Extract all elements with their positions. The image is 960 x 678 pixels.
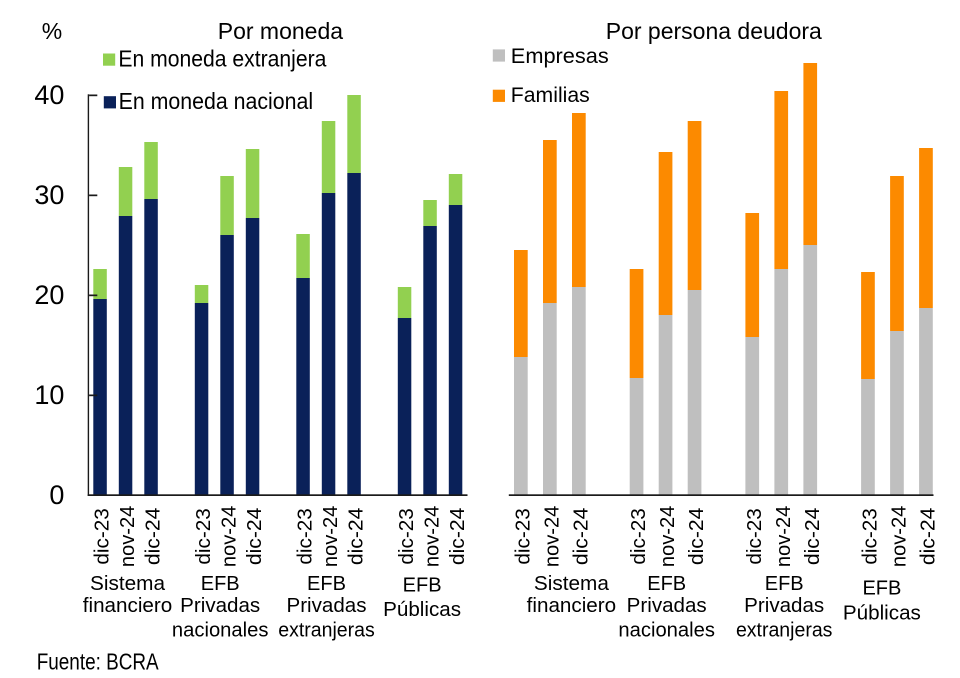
svg-text:dic-24: dic-24 (570, 508, 592, 566)
svg-text:nov-24: nov-24 (422, 506, 444, 568)
svg-text:Públicas: Públicas (843, 602, 921, 624)
svg-text:dic-23: dic-23 (744, 508, 766, 565)
svg-text:20: 20 (34, 280, 64, 310)
svg-text:nacionales: nacionales (172, 619, 269, 641)
svg-text:En moneda extranjera: En moneda extranjera (118, 45, 326, 71)
svg-text:dic-24: dic-24 (917, 508, 939, 566)
svg-text:nov-24: nov-24 (117, 506, 139, 568)
svg-text:financiero: financiero (527, 595, 617, 617)
svg-text:EFB: EFB (765, 573, 804, 595)
svg-text:EFB: EFB (403, 575, 442, 597)
svg-text:dic-23: dic-23 (859, 508, 881, 565)
svg-text:Familias: Familias (511, 83, 590, 107)
svg-text:nov-24: nov-24 (219, 506, 241, 568)
svg-text:En moneda nacional: En moneda nacional (119, 88, 314, 114)
svg-text:40: 40 (34, 80, 64, 110)
svg-text:10: 10 (34, 380, 64, 410)
svg-text:%: % (42, 18, 62, 44)
svg-text:financiero: financiero (83, 595, 173, 617)
svg-text:Por persona deudora: Por persona deudora (606, 18, 822, 44)
svg-text:dic-23: dic-23 (295, 508, 317, 565)
svg-text:Sistema: Sistema (90, 573, 166, 595)
svg-text:dic-24: dic-24 (686, 508, 708, 566)
svg-text:dic-23: dic-23 (193, 508, 215, 565)
svg-text:Privadas: Privadas (287, 595, 367, 617)
svg-text:Por moneda: Por moneda (218, 18, 344, 44)
svg-text:nov-24: nov-24 (773, 506, 795, 568)
svg-text:Privadas: Privadas (744, 595, 824, 617)
svg-text:dic-24: dic-24 (802, 508, 824, 566)
svg-text:dic-24: dic-24 (143, 508, 165, 566)
svg-text:extranjeras: extranjeras (736, 619, 833, 641)
svg-text:Empresas: Empresas (511, 44, 609, 68)
svg-text:Fuente: BCRA: Fuente: BCRA (37, 649, 160, 675)
svg-text:Privadas: Privadas (627, 595, 707, 617)
svg-text:Privadas: Privadas (180, 595, 260, 617)
svg-text:Sistema: Sistema (534, 573, 610, 595)
svg-text:dic-24: dic-24 (244, 508, 266, 566)
svg-text:Públicas: Públicas (383, 599, 461, 621)
svg-text:30: 30 (34, 180, 64, 210)
svg-text:EFB: EFB (201, 573, 240, 595)
svg-text:nov-24: nov-24 (320, 506, 342, 568)
svg-text:0: 0 (49, 480, 64, 510)
svg-text:nacionales: nacionales (618, 619, 715, 641)
svg-text:dic-23: dic-23 (92, 508, 114, 565)
svg-text:EFB: EFB (862, 577, 901, 599)
svg-text:extranjeras: extranjeras (278, 619, 375, 641)
svg-text:nov-24: nov-24 (657, 506, 679, 568)
svg-text:dic-23: dic-23 (512, 508, 534, 565)
svg-text:dic-24: dic-24 (346, 508, 368, 566)
svg-text:EFB: EFB (647, 573, 686, 595)
svg-text:nov-24: nov-24 (888, 506, 910, 568)
svg-text:nov-24: nov-24 (541, 506, 563, 568)
svg-text:dic-23: dic-23 (628, 508, 650, 565)
svg-text:EFB: EFB (307, 573, 346, 595)
svg-text:dic-24: dic-24 (447, 508, 469, 566)
svg-text:dic-23: dic-23 (396, 508, 418, 565)
